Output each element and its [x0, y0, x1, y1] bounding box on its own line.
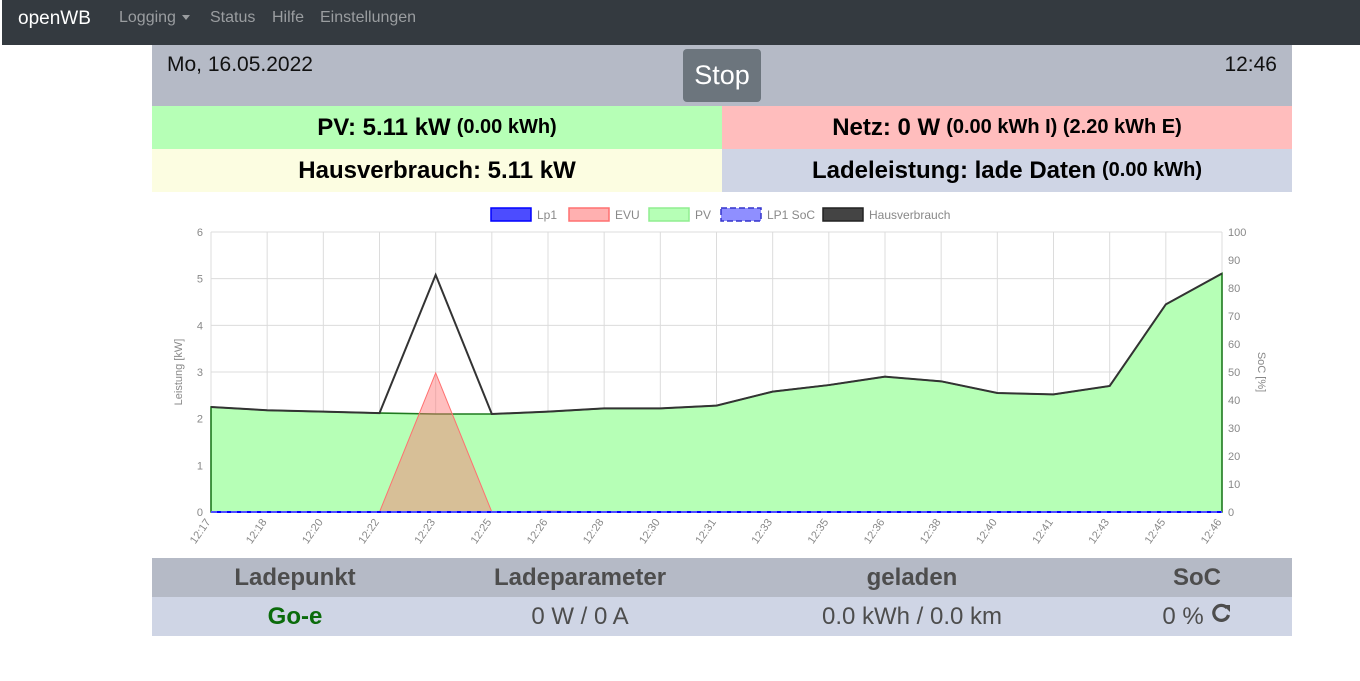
- pv-summary: PV: 5.11 kW (0.00 kWh): [152, 106, 722, 149]
- y2-tick-label: 40: [1228, 395, 1240, 407]
- x-tick-label: 12:36: [862, 517, 888, 546]
- y2-tick-label: 20: [1228, 451, 1240, 463]
- x-tick-label: 12:30: [637, 517, 663, 546]
- nav-logging[interactable]: Logging: [119, 9, 190, 27]
- header-ladepunkt: Ladepunkt: [234, 563, 356, 591]
- x-tick-label: 12:17: [188, 517, 214, 546]
- y-tick-label: 2: [197, 414, 203, 426]
- legend-swatch: [648, 207, 690, 222]
- y2-tick-label: 80: [1228, 283, 1240, 295]
- y2-tick-label: 10: [1228, 479, 1240, 491]
- netz-value: Netz: 0 W: [832, 113, 941, 141]
- y-tick-label: 1: [197, 460, 203, 472]
- hausverbrauch-value: Hausverbrauch: 5.11 kW: [298, 156, 576, 184]
- x-tick-label: 12:46: [1199, 517, 1225, 546]
- x-tick-label: 12:22: [356, 517, 382, 546]
- legend-swatch: [568, 207, 610, 222]
- y2-tick-label: 30: [1228, 423, 1240, 435]
- y2-tick-label: 60: [1228, 339, 1240, 351]
- y2-tick-label: 50: [1228, 367, 1240, 379]
- netz-summary: Netz: 0 W (0.00 kWh I) (2.20 kWh E): [722, 106, 1292, 149]
- date-display: Mo, 16.05.2022: [167, 53, 313, 76]
- ladeleistung-summary: Ladeleistung: lade Daten (0.00 kWh): [722, 149, 1292, 192]
- x-tick-label: 12:18: [244, 517, 270, 546]
- legend-label: Lp1: [537, 208, 557, 222]
- x-tick-label: 12:31: [693, 517, 719, 546]
- x-tick-label: 12:25: [469, 517, 495, 546]
- x-tick-label: 12:41: [1030, 517, 1056, 546]
- time-display: 12:46: [1224, 53, 1277, 76]
- legend-swatch: [822, 207, 864, 222]
- pv-value: PV: 5.11 kW: [317, 113, 451, 141]
- header-geladen: geladen: [866, 563, 958, 591]
- date-bar: Mo, 16.05.2022 Stop 12:46: [152, 45, 1292, 106]
- x-tick-label: 12:26: [525, 517, 551, 546]
- legend-label: EVU: [615, 208, 640, 222]
- x-tick-label: 12:45: [1143, 517, 1169, 546]
- y-tick-label: 0: [197, 507, 203, 519]
- x-tick-label: 12:20: [300, 517, 326, 546]
- ladeleistung-value: Ladeleistung: lade Daten: [811, 156, 1097, 184]
- y2-tick-label: 100: [1228, 227, 1246, 239]
- y2-tick-label: 90: [1228, 255, 1240, 267]
- chargepoint-name[interactable]: Go-e: [267, 602, 323, 630]
- y-axis-label: Leistung [kW]: [173, 339, 185, 406]
- x-tick-label: 12:33: [750, 517, 776, 546]
- nav-hilfe[interactable]: Hilfe: [272, 9, 305, 26]
- y-tick-label: 5: [197, 274, 203, 286]
- legend-label: PV: [695, 208, 711, 222]
- chargepoint-geladen: 0.0 kWh / 0.0 km: [821, 602, 1003, 630]
- series-hausverbrauch-line: [210, 272, 1223, 416]
- reload-icon[interactable]: [1210, 602, 1232, 631]
- pv-energy: (0.00 kWh): [456, 116, 557, 138]
- chargepoint-soc: 0 %: [1102, 597, 1292, 636]
- y2-tick-label: 70: [1228, 311, 1240, 323]
- x-tick-label: 12:38: [918, 517, 944, 546]
- legend-label: Hausverbrauch: [869, 208, 950, 222]
- nav-status[interactable]: Status: [210, 9, 256, 26]
- chevron-down-icon: [181, 15, 190, 21]
- header-ladeparameter: Ladeparameter: [493, 563, 667, 591]
- x-tick-label: 12:40: [974, 517, 1000, 546]
- y-tick-label: 6: [197, 227, 203, 239]
- chargepoint-row: Go-e 0 W / 0 A 0.0 kWh / 0.0 km 0 %: [152, 597, 1292, 636]
- top-navbar: openWB Logging Status Hilfe Einstellunge…: [2, 0, 1360, 45]
- brand-logo[interactable]: openWB: [18, 8, 91, 29]
- x-tick-label: 12:23: [413, 517, 439, 546]
- y-tick-label: 3: [197, 367, 203, 379]
- netz-energy: (0.00 kWh I) (2.20 kWh E): [946, 116, 1182, 138]
- y2-axis-label: SoC [%]: [1255, 352, 1267, 392]
- legend-swatch: [490, 207, 532, 222]
- y2-tick-label: 0: [1228, 507, 1234, 519]
- chargepoint-table-header: Ladepunkt Ladeparameter geladen SoC: [152, 558, 1292, 597]
- x-tick-label: 12:43: [1087, 517, 1113, 546]
- y-tick-label: 4: [197, 320, 203, 332]
- soc-value: 0 %: [1162, 602, 1204, 630]
- legend-label: LP1 SoC: [767, 208, 815, 222]
- chargepoint-param: 0 W / 0 A: [531, 602, 629, 630]
- header-soc: SoC: [1173, 563, 1221, 591]
- x-tick-label: 12:35: [806, 517, 832, 546]
- x-tick-label: 12:28: [581, 517, 607, 546]
- legend-swatch: [720, 207, 762, 222]
- ladeleistung-energy: (0.00 kWh): [1102, 159, 1203, 181]
- stop-button[interactable]: Stop: [683, 49, 761, 102]
- hausverbrauch-summary: Hausverbrauch: 5.11 kW: [152, 149, 722, 192]
- nav-einstellungen[interactable]: Einstellungen: [320, 9, 417, 26]
